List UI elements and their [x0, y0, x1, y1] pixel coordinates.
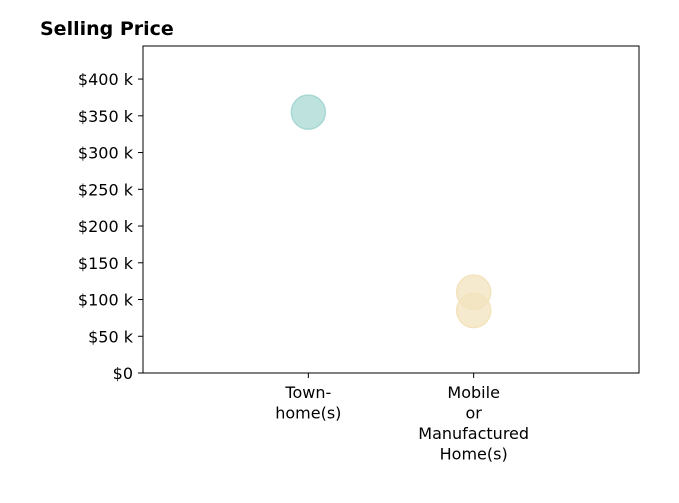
y-tick-label: $300 k	[78, 144, 134, 163]
y-tick-label: $150 k	[78, 254, 134, 273]
x-tick-label: home(s)	[275, 404, 341, 423]
x-tick-label: or	[465, 404, 482, 423]
x-tick-label: Home(s)	[440, 445, 508, 464]
x-tick-label: Manufactured	[418, 424, 529, 443]
y-tick-label: $50 k	[88, 327, 134, 346]
y-tick-label: $250 k	[78, 180, 134, 199]
x-tick-label: Town-	[284, 383, 331, 402]
data-point	[290, 94, 327, 130]
chart-title: Selling Price	[40, 18, 174, 40]
y-tick-label: $100 k	[78, 291, 134, 310]
data-points	[290, 94, 492, 329]
y-tick-label: $350 k	[78, 107, 134, 126]
plot-frame	[142, 45, 640, 374]
y-tick-label: $400 k	[78, 70, 134, 89]
x-tick-label: Mobile	[447, 383, 499, 402]
data-point	[455, 292, 492, 329]
y-tick-label: $200 k	[78, 217, 134, 236]
y-axis: $0 $50 k $100 k $150 k $200 k $250 k $300 k $35…	[78, 70, 143, 383]
y-tick-label: $0	[113, 364, 133, 383]
